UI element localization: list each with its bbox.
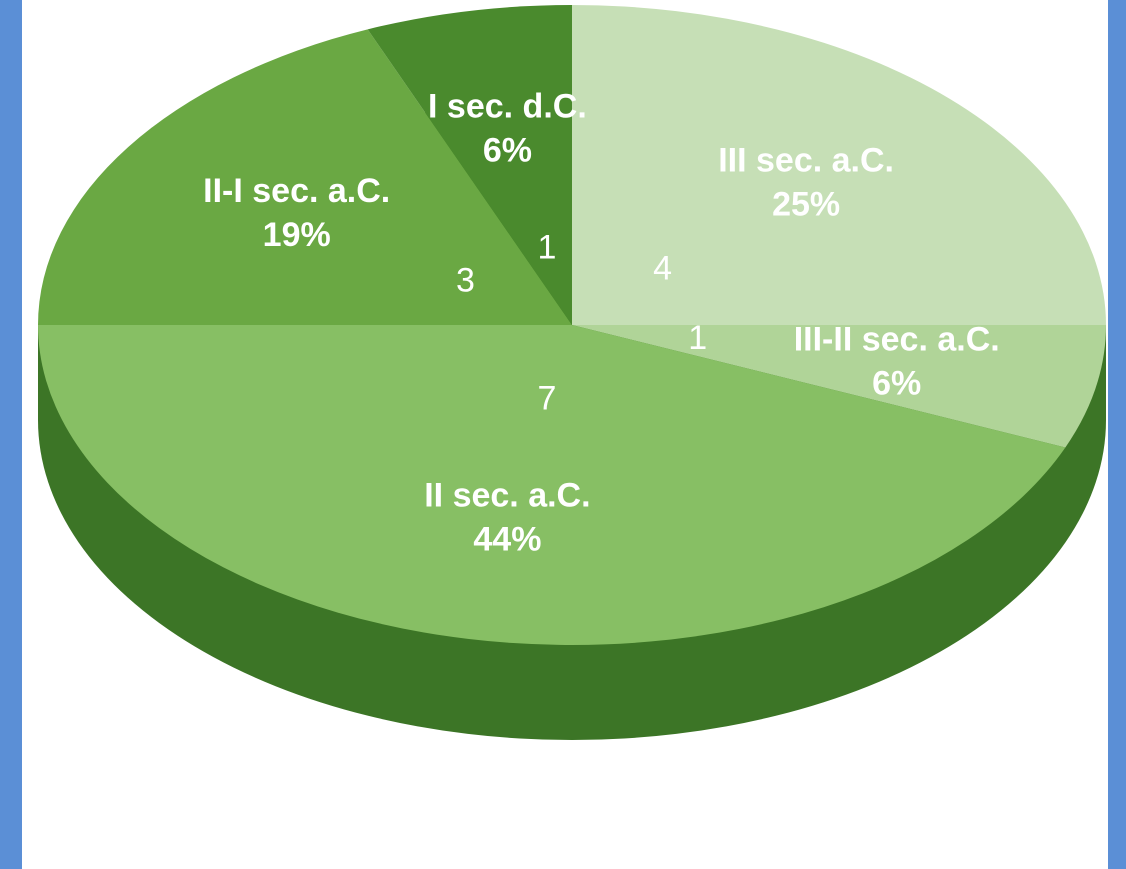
percent-label: 44% [473, 521, 541, 559]
percent-label: 6% [483, 131, 532, 169]
pie-slice [572, 5, 1106, 325]
percent-label: 6% [872, 365, 921, 403]
category-label: III-II sec. a.C. [794, 321, 1000, 359]
count-label: 1 [688, 319, 707, 357]
pie-slice [38, 325, 1066, 646]
count-label: 4 [653, 250, 672, 288]
count-label: 3 [456, 261, 475, 299]
count-label: 7 [538, 379, 557, 417]
pie-slice [38, 29, 572, 325]
count-label: 1 [538, 229, 557, 267]
percent-label: 25% [772, 186, 840, 224]
percent-label: 19% [263, 216, 331, 254]
pie-slice [572, 325, 1106, 448]
pie-slice [367, 5, 572, 325]
category-label: II sec. a.C. [424, 477, 590, 515]
category-label: II-I sec. a.C. [203, 172, 390, 210]
category-label: I sec. d.C. [428, 87, 587, 125]
category-label: III sec. a.C. [718, 142, 894, 180]
